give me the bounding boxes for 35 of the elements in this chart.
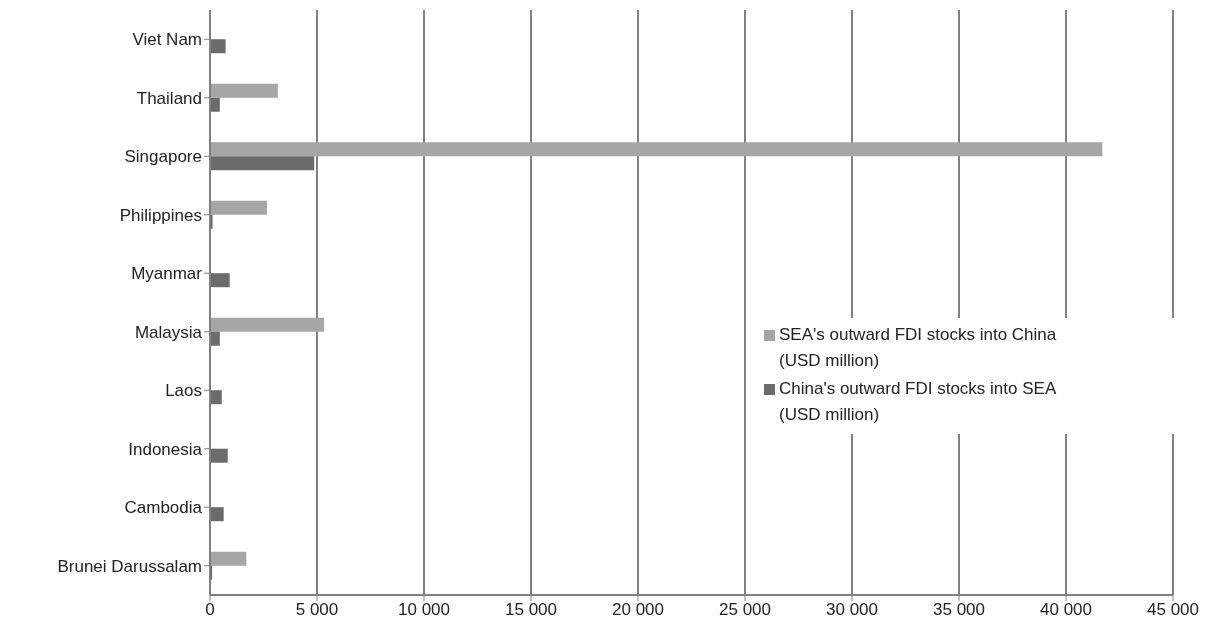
bar: [210, 390, 222, 405]
bar: [210, 448, 228, 463]
y-tick-label: Laos: [165, 381, 202, 401]
x-tick-label: 20 000: [612, 600, 664, 620]
y-tick-label: Malaysia: [134, 322, 203, 342]
bar: [210, 200, 267, 215]
bar: [210, 317, 325, 332]
x-tick-label: 40 000: [1040, 600, 1092, 620]
y-tick-label: Cambodia: [124, 498, 203, 518]
bar: [210, 273, 230, 288]
bar: [210, 142, 1103, 157]
x-tick-label: 5 000: [295, 600, 339, 620]
bar: [210, 39, 226, 54]
bar: [210, 156, 315, 171]
bar: [210, 507, 224, 522]
bar: [210, 551, 247, 566]
x-tick-label: 45 000: [1147, 600, 1199, 620]
x-tick-label: 30 000: [826, 600, 878, 620]
bar: [210, 331, 220, 346]
y-tick-label: Brunei Darussalam: [57, 556, 202, 576]
x-tick-label: 35 000: [933, 600, 985, 620]
y-tick-label: Singapore: [124, 147, 202, 167]
y-tick-label: Indonesia: [128, 439, 203, 459]
legend-label: China's outward FDI stocks into SEA (USD million): [779, 378, 1057, 426]
x-tick-label: 0: [205, 600, 215, 620]
y-tick-label: Viet Nam: [132, 30, 202, 50]
bar: [210, 97, 220, 112]
bar: [210, 83, 278, 98]
x-tick-label: 10 000: [398, 600, 450, 620]
x-tick-label: 25 000: [719, 600, 771, 620]
y-tick-label: Myanmar: [131, 264, 203, 284]
y-tick-label: Philippines: [119, 205, 202, 225]
y-tick-label: Thailand: [136, 88, 202, 108]
legend-label: SEA's outward FDI stocks into China (USD million): [779, 324, 1058, 372]
x-tick-label: 15 000: [505, 600, 557, 620]
